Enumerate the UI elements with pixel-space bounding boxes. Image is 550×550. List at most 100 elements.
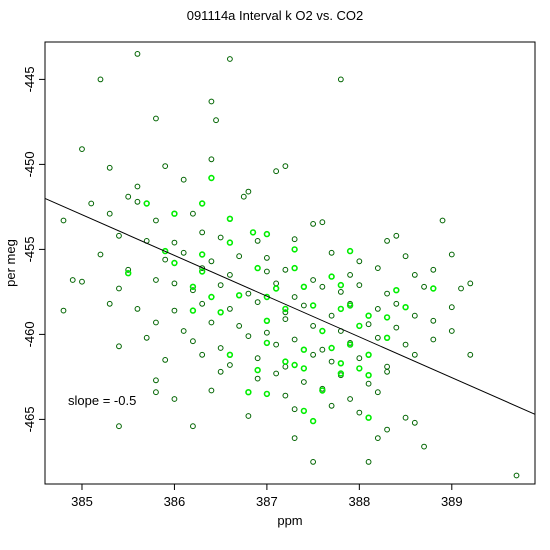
dark-data-point (190, 287, 196, 294)
dark-data-point (60, 307, 67, 314)
dark-data-point (97, 251, 104, 258)
dark-data-point (300, 302, 307, 309)
bright-data-point (337, 281, 345, 289)
dark-data-point (208, 319, 215, 326)
dark-data-point (199, 351, 206, 358)
dark-data-point (513, 472, 520, 479)
dark-data-point (217, 282, 224, 289)
dark-data-point (282, 163, 289, 170)
dark-data-point (227, 56, 233, 62)
dark-data-point (88, 200, 95, 207)
x-axis: 385 386 387 388 389 (71, 484, 463, 509)
bright-data-point (208, 174, 215, 182)
dark-data-point (356, 258, 363, 265)
dark-data-point (116, 232, 122, 239)
dark-data-point (162, 163, 169, 170)
dark-data-point (421, 283, 427, 290)
dark-data-point (213, 117, 219, 124)
dark-data-point (171, 307, 178, 314)
dark-data-point (439, 217, 446, 224)
dark-data-point (254, 238, 261, 244)
bright-data-point (356, 322, 363, 330)
dark-data-point (430, 336, 437, 343)
dark-data-point (402, 341, 409, 348)
x-tick-label: 387 (256, 494, 278, 509)
bright-data-point (402, 304, 409, 311)
dark-data-point (171, 396, 178, 402)
slope-annotation: slope = -0.5 (68, 393, 136, 408)
bright-data-point (328, 344, 335, 352)
dark-data-point (365, 459, 372, 465)
dark-data-point (328, 249, 335, 256)
bright-data-point (346, 341, 354, 348)
bright-data-point (337, 360, 345, 367)
dark-data-point (282, 266, 289, 273)
bright-data-point (365, 351, 372, 358)
dark-data-point (60, 217, 67, 224)
dark-data-point (240, 193, 247, 200)
dark-data-point (254, 299, 261, 306)
dark-data-point (291, 435, 298, 442)
y-tick-label: -450 (22, 151, 37, 177)
dark-data-point (310, 221, 317, 227)
dark-data-point (411, 312, 418, 319)
dark-data-point (411, 272, 418, 278)
bright-data-point (272, 285, 280, 292)
dark-data-point (421, 443, 427, 450)
dark-data-point (190, 423, 196, 430)
dark-data-point (236, 253, 243, 260)
bright-data-point (300, 365, 308, 372)
bright-data-point (226, 239, 234, 246)
dark-data-point (180, 328, 187, 334)
bright-data-point (198, 268, 206, 275)
bright-data-point (383, 314, 391, 321)
dark-data-point (374, 389, 381, 396)
dark-data-point (153, 217, 159, 224)
dark-data-point (374, 334, 381, 341)
dark-data-point (393, 232, 400, 239)
dark-data-point (393, 300, 400, 307)
dark-data-point (291, 336, 298, 343)
dark-data-point (153, 319, 159, 326)
bright-data-point (189, 307, 197, 314)
bright-data-point (249, 229, 257, 236)
dark-data-point (125, 266, 132, 273)
dark-data-point (328, 358, 335, 365)
dark-data-point (384, 290, 390, 297)
bright-data-point (161, 247, 169, 255)
bright-data-point (198, 200, 206, 207)
y-axis-label: per meg (3, 239, 18, 287)
bright-data-point (365, 414, 372, 421)
dark-data-point (273, 341, 280, 348)
dark-data-point (319, 346, 326, 353)
dark-data-point (300, 379, 307, 385)
dark-data-point (245, 413, 252, 419)
bright-data-point (198, 251, 206, 258)
bright-data-point (346, 247, 354, 255)
dark-data-point (310, 323, 317, 329)
bright-data-point (337, 370, 345, 377)
bright-data-point (254, 264, 261, 272)
bright-data-point (356, 365, 363, 372)
dark-data-point (430, 317, 437, 324)
dark-data-point (199, 300, 206, 307)
bright-data-point (226, 351, 234, 358)
regression-line (44, 197, 536, 415)
bright-data-point (125, 270, 132, 277)
dark-data-point (180, 176, 187, 183)
dark-data-point (458, 285, 464, 292)
dark-data-point (291, 406, 298, 413)
dark-data-point (411, 419, 418, 426)
dark-data-point (236, 323, 243, 329)
dark-data-point (263, 268, 270, 275)
dark-data-point (153, 377, 159, 384)
dark-data-point (97, 76, 104, 83)
dark-data-point (79, 278, 85, 285)
bright-data-point (217, 309, 224, 316)
dark-data-point (291, 294, 298, 300)
chart-title: 091114a Interval k O2 vs. CO2 (187, 8, 364, 23)
dark-data-point (282, 392, 289, 399)
bright-data-point (393, 287, 400, 294)
dark-data-point (116, 285, 122, 292)
bright-data-point (171, 259, 178, 267)
